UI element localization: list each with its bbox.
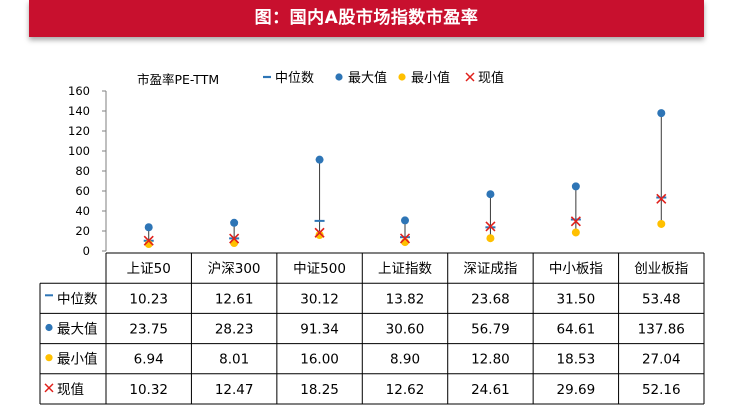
- y-tick-label: 120: [68, 124, 90, 138]
- table-row-label: 现值: [57, 382, 84, 398]
- table-cell: 53.48: [642, 291, 681, 307]
- legend-current-marker: [465, 72, 475, 82]
- y-tick-label: 20: [75, 224, 90, 238]
- y-tick-label: 80: [75, 164, 90, 178]
- x-category-label: 中证500: [293, 261, 346, 277]
- table-cell: 12.61: [215, 291, 254, 307]
- max-point: [230, 218, 239, 227]
- x-category-label: 中小板指: [549, 261, 603, 277]
- y-tick-label: 100: [68, 144, 90, 158]
- current-point: [314, 227, 325, 238]
- table-cell: 28.23: [215, 322, 254, 338]
- row-current-marker: [44, 383, 54, 393]
- row-max-marker: [45, 323, 53, 332]
- table-cell: 31.50: [557, 291, 596, 307]
- y-tick-label: 40: [75, 204, 90, 218]
- table-cell: 8.01: [219, 352, 249, 368]
- current-point: [570, 216, 581, 227]
- table-cell: 16.00: [300, 352, 339, 368]
- table-cell: 137.86: [638, 322, 685, 338]
- table-cell: 30.60: [386, 322, 425, 338]
- max-point: [486, 190, 495, 199]
- legend-max-marker: [335, 73, 343, 81]
- legend-min-marker: [398, 73, 406, 81]
- table-cell: 52.16: [642, 382, 681, 398]
- current-point: [485, 221, 496, 232]
- y-tick-label: 160: [68, 84, 90, 98]
- table-cell: 13.82: [386, 291, 425, 307]
- current-point: [229, 233, 240, 244]
- current-point: [656, 193, 667, 204]
- y-tick-label: 0: [83, 244, 90, 258]
- current-point: [399, 233, 411, 244]
- table-cell: 64.61: [557, 322, 596, 338]
- table-cell: 18.53: [557, 352, 596, 368]
- table-cell: 10.32: [129, 382, 168, 398]
- max-point: [571, 182, 580, 191]
- table-row-label: 最小值: [57, 352, 98, 368]
- table-cell: 10.23: [129, 291, 168, 307]
- table-cell: 18.25: [300, 382, 339, 398]
- legend-label: 最小值: [411, 70, 450, 86]
- min-point: [486, 234, 495, 243]
- table-cell: 29.69: [557, 382, 596, 398]
- table-row-label: 中位数: [57, 291, 98, 307]
- table-cell: 8.90: [390, 352, 420, 368]
- y-axis-title: 市盈率PE-TTM: [137, 72, 219, 87]
- table-cell: 6.94: [134, 352, 164, 368]
- chart-title: 图：国内A股市场指数市盈率: [254, 8, 479, 28]
- x-category-label: 上证50: [127, 261, 171, 277]
- legend-label: 现值: [478, 70, 504, 86]
- table-cell: 23.75: [129, 322, 168, 338]
- min-point: [657, 219, 666, 228]
- x-category-label: 深证成指: [463, 261, 517, 277]
- table-cell: 56.79: [471, 322, 510, 338]
- x-category-label: 沪深300: [208, 261, 261, 277]
- table-cell: 27.04: [642, 352, 681, 368]
- table-cell: 12.47: [215, 382, 254, 398]
- title-banner: 图：国内A股市场指数市盈率: [29, 0, 704, 37]
- table-cell: 12.62: [386, 382, 425, 398]
- min-point: [230, 238, 239, 247]
- max-point: [315, 155, 324, 164]
- table-cell: 91.34: [300, 322, 339, 338]
- max-point: [401, 216, 409, 225]
- current-point: [143, 235, 154, 246]
- table-cell: 23.68: [471, 291, 510, 307]
- legend-label: 最大值: [348, 70, 387, 86]
- table-row-label: 最大值: [57, 322, 98, 338]
- max-point: [144, 223, 153, 232]
- x-category-label: 创业板指: [634, 261, 688, 277]
- table-cell: 30.12: [300, 291, 339, 307]
- row-min-marker: [45, 354, 53, 362]
- min-point: [571, 228, 580, 237]
- x-category-label: 上证指数: [378, 261, 432, 277]
- table-cell: 24.61: [471, 382, 510, 398]
- y-tick-label: 60: [75, 184, 90, 198]
- table-cell: 12.80: [471, 352, 510, 368]
- legend-label: 中位数: [275, 71, 314, 86]
- y-tick-label: 140: [68, 104, 90, 118]
- max-point: [657, 109, 666, 118]
- min-point: [315, 231, 324, 239]
